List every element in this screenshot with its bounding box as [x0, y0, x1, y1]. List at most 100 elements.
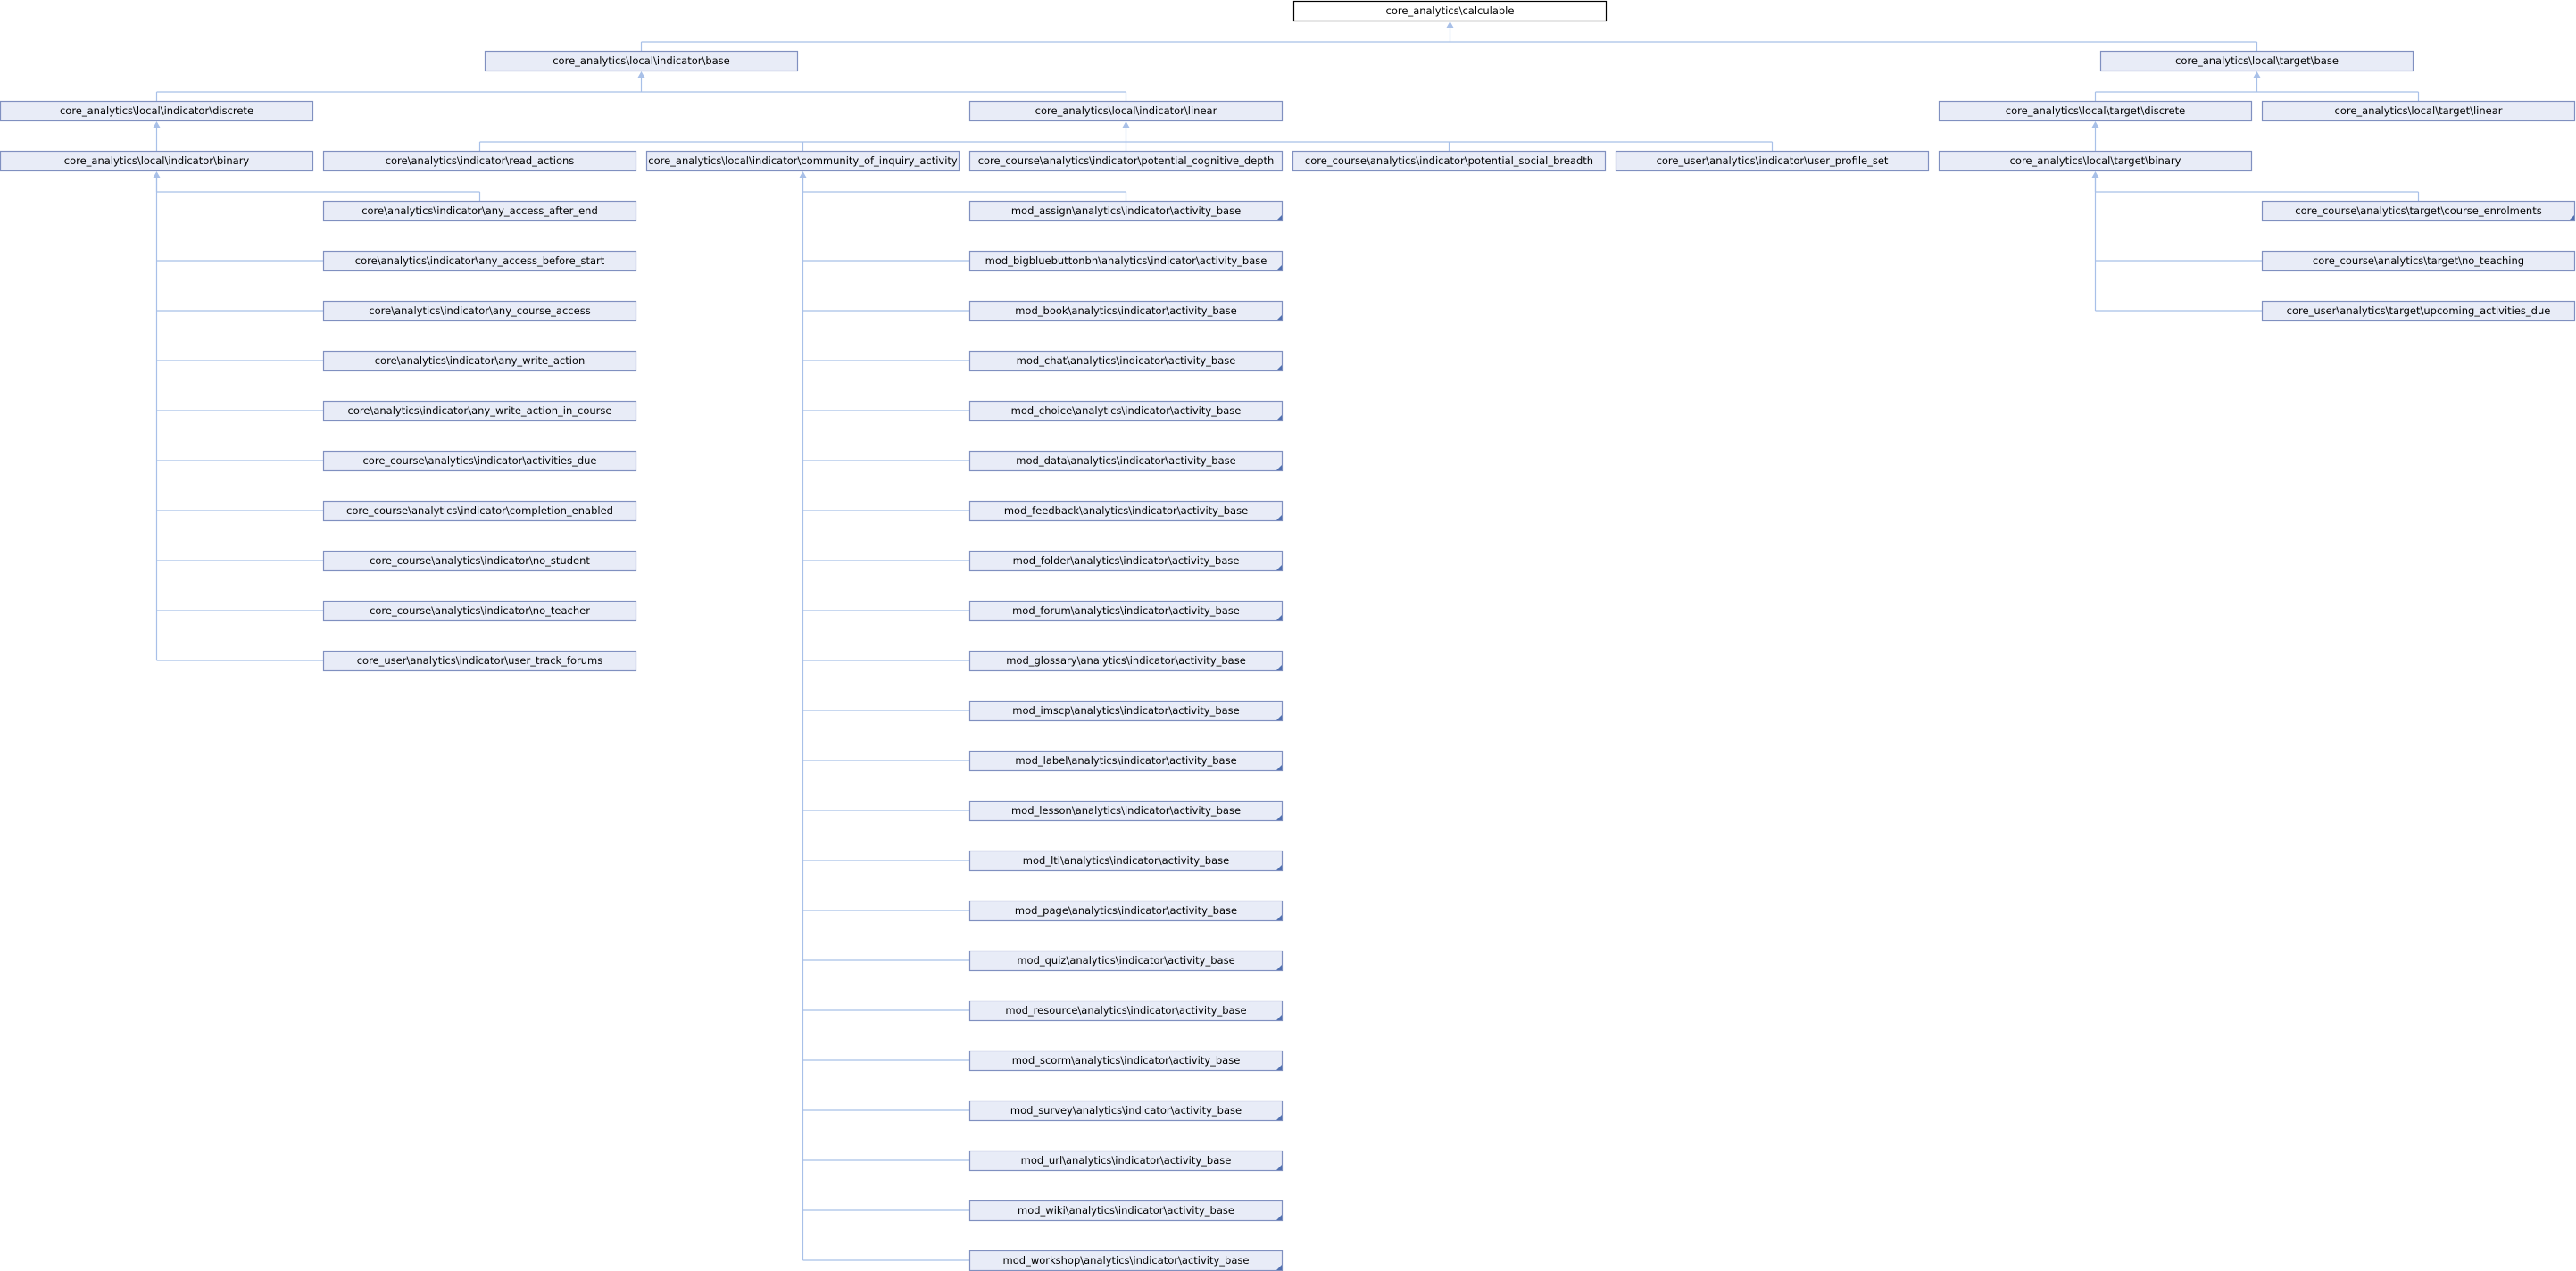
class-node-upcoming-activities-due[interactable]: core_user\analytics\target\upcoming_acti…	[2261, 300, 2576, 322]
class-node-course-enrolments[interactable]: core_course\analytics\target\course_enro…	[2261, 200, 2576, 222]
class-label: core_course\analytics\indicator\potentia…	[1305, 154, 1593, 167]
class-node-tgt-binary[interactable]: core_analytics\local\target\binary	[1938, 150, 2253, 172]
class-box	[968, 1200, 1284, 1222]
class-node-mod-page[interactable]: mod_page\analytics\indicator\activity_ba…	[968, 900, 1284, 922]
class-node-ind-binary[interactable]: core_analytics\local\indicator\binary	[0, 150, 314, 172]
class-node-mod-quiz[interactable]: mod_quiz\analytics\indicator\activity_ba…	[968, 950, 1284, 972]
class-box	[1615, 150, 1930, 172]
class-node-activities-due[interactable]: core_course\analytics\indicator\activiti…	[322, 450, 637, 472]
class-node-read-actions[interactable]: core\analytics\indicator\read_actions	[322, 150, 637, 172]
class-node-mod-bigbluebuttonbn[interactable]: mod_bigbluebuttonbn\analytics\indicator\…	[968, 250, 1284, 272]
class-box	[968, 850, 1284, 872]
truncated-hierarchy-marker	[1276, 1015, 1282, 1020]
class-label: core\analytics\indicator\any_write_actio…	[348, 404, 612, 417]
class-box	[1292, 150, 1607, 172]
class-node-mod-glossary[interactable]: mod_glossary\analytics\indicator\activit…	[968, 650, 1284, 672]
class-label: core_course\analytics\indicator\potentia…	[978, 154, 1275, 167]
class-box	[322, 550, 637, 572]
class-box	[968, 400, 1284, 422]
class-box	[968, 150, 1284, 172]
truncated-hierarchy-marker	[1276, 615, 1282, 620]
class-node-no-teacher[interactable]: core_course\analytics\indicator\no_teach…	[322, 600, 637, 622]
class-label: mod_forum\analytics\indicator\activity_b…	[1012, 604, 1240, 617]
class-label: mod_workshop\analytics\indicator\activit…	[1003, 1254, 1250, 1267]
class-box	[2261, 300, 2576, 322]
class-label: core\analytics\indicator\read_actions	[386, 154, 575, 167]
truncated-hierarchy-marker	[1276, 1215, 1282, 1220]
class-node-any-access-after-end[interactable]: core\analytics\indicator\any_access_afte…	[322, 200, 637, 222]
class-node-mod-url[interactable]: mod_url\analytics\indicator\activity_bas…	[968, 1150, 1284, 1172]
class-node-mod-forum[interactable]: mod_forum\analytics\indicator\activity_b…	[968, 600, 1284, 622]
truncated-hierarchy-marker	[1276, 915, 1282, 920]
class-box	[2261, 200, 2576, 222]
class-node-any-course-access[interactable]: core\analytics\indicator\any_course_acce…	[322, 300, 637, 322]
class-label: mod_quiz\analytics\indicator\activity_ba…	[1017, 954, 1234, 967]
truncated-hierarchy-marker	[2569, 215, 2574, 220]
class-node-mod-workshop[interactable]: mod_workshop\analytics\indicator\activit…	[968, 1250, 1284, 1271]
class-node-any-access-before-start[interactable]: core\analytics\indicator\any_access_befo…	[322, 250, 637, 272]
class-node-tgt-base[interactable]: core_analytics\local\target\base	[2099, 50, 2414, 72]
class-node-tgt-discrete[interactable]: core_analytics\local\target\discrete	[1938, 100, 2253, 122]
class-node-any-write-action[interactable]: core\analytics\indicator\any_write_actio…	[322, 350, 637, 372]
class-node-mod-book[interactable]: mod_book\analytics\indicator\activity_ba…	[968, 300, 1284, 322]
class-node-ind-base[interactable]: core_analytics\local\indicator\base	[484, 50, 799, 72]
truncated-hierarchy-marker	[1276, 665, 1282, 670]
class-node-no-teaching[interactable]: core_course\analytics\target\no_teaching	[2261, 250, 2576, 272]
truncated-hierarchy-marker	[1276, 365, 1282, 370]
class-box	[968, 1150, 1284, 1172]
class-label: core_analytics\calculable	[1386, 4, 1515, 17]
class-box	[2261, 250, 2576, 272]
class-node-mod-label[interactable]: mod_label\analytics\indicator\activity_b…	[968, 750, 1284, 772]
class-node-mod-lesson[interactable]: mod_lesson\analytics\indicator\activity_…	[968, 800, 1284, 822]
class-node-mod-feedback[interactable]: mod_feedback\analytics\indicator\activit…	[968, 500, 1284, 522]
class-node-potential-cognitive[interactable]: core_course\analytics\indicator\potentia…	[968, 150, 1284, 172]
class-node-no-student[interactable]: core_course\analytics\indicator\no_stude…	[322, 550, 637, 572]
class-node-potential-social[interactable]: core_course\analytics\indicator\potentia…	[1292, 150, 1607, 172]
class-label: core_analytics\local\target\discrete	[2006, 104, 2185, 117]
class-node-any-write-action-in-course[interactable]: core\analytics\indicator\any_write_actio…	[322, 400, 637, 422]
class-label: mod_url\analytics\indicator\activity_bas…	[1021, 1154, 1232, 1167]
class-node-mod-choice[interactable]: mod_choice\analytics\indicator\activity_…	[968, 400, 1284, 422]
class-node-mod-chat[interactable]: mod_chat\analytics\indicator\activity_ba…	[968, 350, 1284, 372]
class-label: mod_lesson\analytics\indicator\activity_…	[1011, 804, 1241, 817]
truncated-hierarchy-marker	[1276, 465, 1282, 470]
class-box	[968, 350, 1284, 372]
class-node-mod-assign[interactable]: mod_assign\analytics\indicator\activity_…	[968, 200, 1284, 222]
class-box	[1938, 150, 2253, 172]
class-node-ind-linear[interactable]: core_analytics\local\indicator\linear	[968, 100, 1284, 122]
class-node-completion-enabled[interactable]: core_course\analytics\indicator\completi…	[322, 500, 637, 522]
class-node-tgt-linear[interactable]: core_analytics\local\target\linear	[2261, 100, 2576, 122]
class-node-coi-activity[interactable]: core_analytics\local\indicator\community…	[645, 150, 960, 172]
class-box	[645, 150, 960, 172]
class-box	[1938, 100, 2253, 122]
inheritance-arrowhead	[153, 171, 161, 178]
inheritance-arrowhead	[2253, 71, 2261, 78]
class-node-user-track-forums[interactable]: core_user\analytics\indicator\user_track…	[322, 650, 637, 672]
class-box	[968, 1100, 1284, 1122]
class-node-mod-imscp[interactable]: mod_imscp\analytics\indicator\activity_b…	[968, 700, 1284, 722]
truncated-hierarchy-marker	[1276, 965, 1282, 970]
class-node-ind-discrete[interactable]: core_analytics\local\indicator\discrete	[0, 100, 314, 122]
truncated-hierarchy-marker	[1276, 715, 1282, 720]
truncated-hierarchy-marker	[1276, 215, 1282, 220]
class-label: core_analytics\local\target\binary	[2010, 154, 2181, 167]
class-label: mod_page\analytics\indicator\activity_ba…	[1015, 904, 1237, 917]
class-node-mod-scorm[interactable]: mod_scorm\analytics\indicator\activity_b…	[968, 1050, 1284, 1072]
class-node-user-profile-set[interactable]: core_user\analytics\indicator\user_profi…	[1615, 150, 1930, 172]
class-node-mod-data[interactable]: mod_data\analytics\indicator\activity_ba…	[968, 450, 1284, 472]
class-node-mod-survey[interactable]: mod_survey\analytics\indicator\activity_…	[968, 1100, 1284, 1122]
class-node-calculable[interactable]: core_analytics\calculable	[1292, 0, 1608, 22]
class-node-mod-lti[interactable]: mod_lti\analytics\indicator\activity_bas…	[968, 850, 1284, 872]
class-box	[322, 400, 637, 422]
class-box	[968, 700, 1284, 722]
class-node-mod-folder[interactable]: mod_folder\analytics\indicator\activity_…	[968, 550, 1284, 572]
class-node-mod-wiki[interactable]: mod_wiki\analytics\indicator\activity_ba…	[968, 1200, 1284, 1222]
truncated-hierarchy-marker	[1276, 1165, 1282, 1170]
class-node-mod-resource[interactable]: mod_resource\analytics\indicator\activit…	[968, 1000, 1284, 1022]
inheritance-arrowhead	[1446, 21, 1454, 28]
class-box	[968, 900, 1284, 922]
class-box	[2261, 100, 2576, 122]
class-box	[968, 450, 1284, 472]
class-label: mod_folder\analytics\indicator\activity_…	[1013, 554, 1240, 567]
